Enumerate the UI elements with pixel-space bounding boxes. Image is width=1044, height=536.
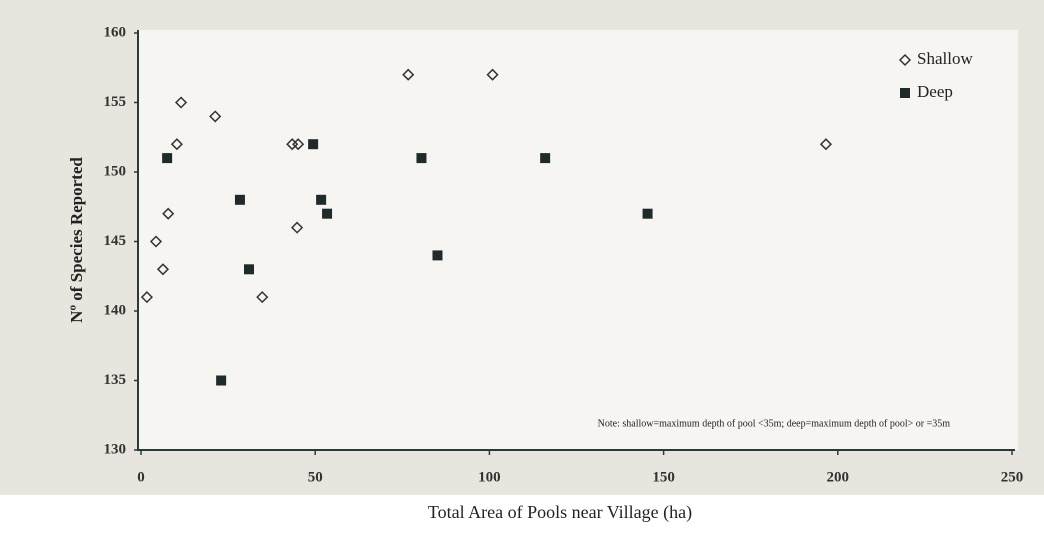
marker-square <box>234 194 245 205</box>
y-tick-label: 155 <box>104 94 127 110</box>
marker-diamond <box>162 207 175 220</box>
legend-label: Shallow <box>917 49 973 68</box>
legend-marker <box>900 88 910 98</box>
marker-diamond <box>209 110 222 123</box>
marker-square <box>642 208 653 219</box>
marker-square <box>216 375 227 386</box>
legend-marker <box>898 53 912 67</box>
marker-diamond <box>140 291 153 304</box>
marker-square <box>244 264 255 275</box>
y-axis-label: Nº of Species Reported <box>67 157 86 323</box>
marker-square <box>316 194 327 205</box>
marker-diamond <box>256 291 269 304</box>
marker-diamond <box>291 221 304 234</box>
x-tick-label: 150 <box>652 469 675 485</box>
y-tick-label: 135 <box>104 372 127 388</box>
marker-diamond <box>156 263 170 276</box>
marker-square <box>540 153 551 164</box>
y-tick-label: 145 <box>104 233 127 249</box>
marker-square <box>432 250 443 261</box>
note: Note: shallow=maximum depth of pool <35m… <box>598 418 951 429</box>
marker-square <box>308 139 319 150</box>
x-axis-label: Total Area of Pools near Village (ha) <box>428 502 692 523</box>
marker-diamond <box>170 138 183 151</box>
marker-square <box>416 153 427 164</box>
marker-diamond <box>175 96 188 109</box>
marker-diamond <box>402 68 415 81</box>
plot-area <box>138 30 1018 450</box>
x-tick-label: 50 <box>308 469 323 485</box>
marker-diamond <box>819 138 833 151</box>
y-tick-label: 160 <box>104 24 127 40</box>
y-tick-label: 130 <box>104 441 127 457</box>
y-tick-label: 150 <box>104 163 127 179</box>
x-tick-label: 100 <box>478 469 501 485</box>
legend-label: Deep <box>917 82 953 101</box>
marker-diamond <box>149 235 163 248</box>
x-tick-label: 200 <box>827 469 850 485</box>
x-tick-label: 250 <box>1001 469 1024 485</box>
marker-square <box>162 153 173 164</box>
marker-diamond <box>292 138 305 151</box>
x-tick-label: 0 <box>137 469 145 485</box>
marker-diamond <box>486 68 499 81</box>
marker-square <box>322 208 333 219</box>
y-tick-label: 140 <box>104 302 127 318</box>
